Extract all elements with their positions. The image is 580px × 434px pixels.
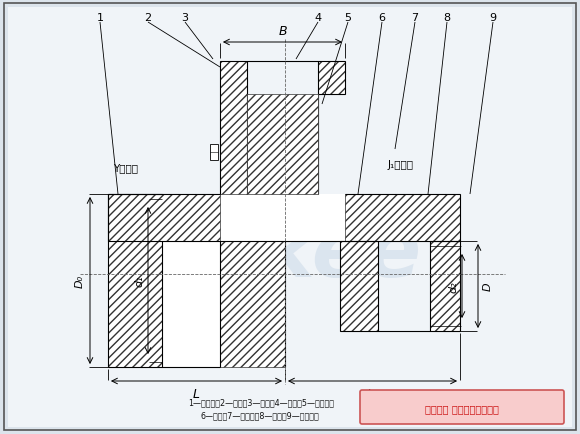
Text: 5: 5: [345, 13, 351, 23]
Bar: [162, 194, 220, 367]
Text: 8: 8: [444, 13, 451, 23]
Text: d₂: d₂: [448, 280, 458, 292]
Bar: [220, 62, 247, 194]
Text: d₁: d₁: [134, 275, 144, 286]
Text: Y型轴孔: Y型轴孔: [113, 163, 138, 173]
Bar: [340, 241, 378, 331]
Text: ®: ®: [434, 228, 446, 241]
Text: J₁型轴孔: J₁型轴孔: [388, 160, 414, 170]
Text: B: B: [278, 25, 287, 38]
Text: D: D: [483, 282, 493, 291]
Bar: [108, 194, 220, 241]
Text: L: L: [193, 387, 200, 400]
Text: 6—柱销；7—外挡圈；8—挡圈；9—半联轴器: 6—柱销；7—外挡圈；8—挡圈；9—半联轴器: [200, 411, 319, 420]
Text: 9: 9: [490, 13, 496, 23]
Bar: [220, 241, 285, 367]
Text: 7: 7: [411, 13, 419, 23]
FancyBboxPatch shape: [360, 390, 564, 424]
Bar: [247, 95, 318, 194]
Text: 2: 2: [144, 13, 151, 23]
Bar: [108, 194, 162, 367]
Text: 4: 4: [314, 13, 321, 23]
Bar: [345, 194, 460, 241]
Bar: [220, 194, 460, 241]
Text: Rokee: Rokee: [148, 216, 422, 293]
Bar: [430, 241, 460, 331]
Bar: [108, 194, 162, 367]
Bar: [210, 145, 218, 161]
Text: 版权所有 侵权必被严厉追究: 版权所有 侵权必被严厉追究: [425, 403, 499, 413]
Text: L₁: L₁: [367, 387, 379, 400]
Text: 6: 6: [379, 13, 386, 23]
Text: D₀: D₀: [75, 274, 85, 287]
Bar: [220, 241, 285, 367]
Text: 3: 3: [182, 13, 188, 23]
Text: 1: 1: [96, 13, 103, 23]
Bar: [318, 62, 345, 95]
Text: 1—制動輮；2—螺栓；3—垫圈；4—外套；5—内挡板；: 1—制動輮；2—螺栓；3—垫圈；4—外套；5—内挡板；: [188, 398, 334, 407]
